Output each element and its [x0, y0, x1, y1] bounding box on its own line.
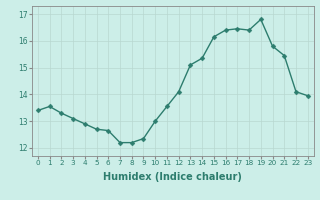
X-axis label: Humidex (Indice chaleur): Humidex (Indice chaleur) [103, 172, 242, 182]
